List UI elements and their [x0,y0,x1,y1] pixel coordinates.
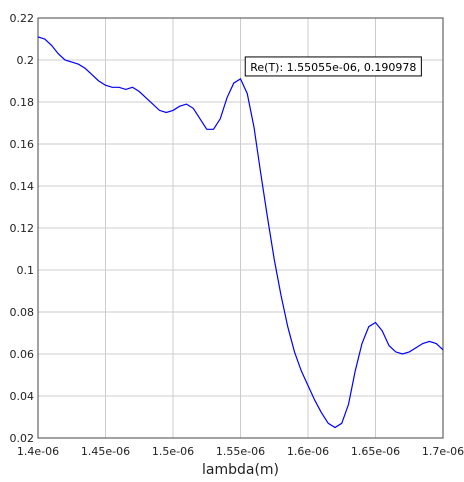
tooltip-text: Re(T): 1.55055e-06, 0.190978 [250,61,416,74]
y-tick-label: 0.2 [17,54,35,67]
data-point-tooltip: Re(T): 1.55055e-06, 0.190978 [244,56,422,77]
y-tick-label: 0.04 [10,390,35,403]
y-tick-label: 0.02 [10,432,35,445]
x-tick-label: 1.5e-06 [152,445,194,458]
y-tick-label: 0.08 [10,306,35,319]
y-tick-label: 0.14 [10,180,35,193]
y-tick-label: 0.22 [10,12,35,25]
x-axis-title: lambda(m) [202,462,279,478]
tooltip-box [244,56,422,77]
y-tick-label: 0.12 [10,222,35,235]
y-tick-label: 0.06 [10,348,35,361]
y-tick-label: 0.16 [10,138,35,151]
x-tick-label: 1.6e-06 [287,445,329,458]
y-tick-label: 0.18 [10,96,35,109]
x-tick-label: 1.65e-06 [351,445,400,458]
x-tick-label: 1.45e-06 [81,445,130,458]
tick-labels: 1.4e-06 1.45e-06 1.5e-06 1.55e-06 1.6e-06 1.6… [10,12,464,458]
series-line [37,36,444,429]
x-tick-label: 1.7e-06 [422,445,464,458]
y-tick-label: 0.1 [17,264,35,277]
plot-area [37,17,444,439]
x-tick-label: 1.55e-06 [216,445,265,458]
x-tick-label: 1.4e-06 [17,445,59,458]
